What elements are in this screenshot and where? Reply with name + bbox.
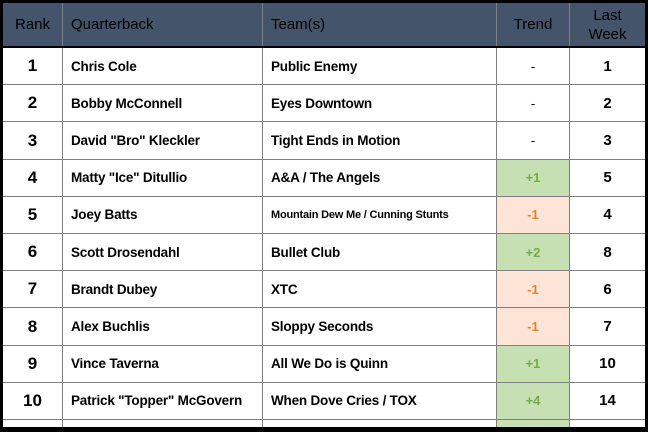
rank-cell: 7 bbox=[3, 271, 63, 308]
rank-cell: 3 bbox=[3, 122, 63, 159]
rank-cell: 1 bbox=[3, 48, 63, 85]
table-row: 3 David "Bro" Kleckler Tight Ends in Mot… bbox=[3, 122, 645, 160]
last-week-cell bbox=[570, 420, 645, 427]
rank-cell: 5 bbox=[3, 196, 63, 234]
quarterback-cell: Matty "Ice" Ditullio bbox=[63, 159, 263, 196]
trend-cell bbox=[497, 420, 570, 427]
teams-cell: Tight Ends in Motion bbox=[263, 122, 497, 159]
last-week-cell: 2 bbox=[603, 94, 612, 112]
last-week-cell: 3 bbox=[603, 132, 612, 149]
teams-cell: Eyes Downtown bbox=[263, 85, 497, 122]
last-week-cell: 10 bbox=[599, 355, 616, 373]
table-row: 6 Scott Drosendahl Bullet Club +2 8 bbox=[3, 234, 645, 272]
teams-cell bbox=[263, 420, 497, 427]
quarterback-cell: Scott Drosendahl bbox=[63, 234, 263, 271]
trend-cell: +2 bbox=[497, 234, 570, 271]
partial-next-row bbox=[3, 420, 645, 427]
table-header-row: Rank Quarterback Team(s) Trend Last Week bbox=[3, 3, 645, 48]
quarterback-cell: David "Bro" Kleckler bbox=[63, 122, 263, 159]
teams-cell: Bullet Club bbox=[263, 234, 497, 271]
rank-cell: 4 bbox=[3, 159, 63, 196]
column-header-rank: Rank bbox=[3, 3, 63, 46]
quarterback-cell: Vince Taverna bbox=[63, 345, 263, 382]
column-header-last-week: Last Week bbox=[588, 6, 627, 43]
trend-cell: +4 bbox=[497, 382, 570, 420]
rank-cell: 8 bbox=[3, 308, 63, 345]
rank-cell bbox=[3, 420, 63, 427]
rank-cell: 6 bbox=[3, 234, 63, 271]
trend-cell: - bbox=[497, 122, 570, 159]
table-row: 9 Vince Taverna All We Do is Quinn +1 10 bbox=[3, 345, 645, 383]
quarterback-cell: Bobby McConnell bbox=[63, 85, 263, 122]
last-week-cell: 1 bbox=[603, 57, 612, 75]
teams-cell: XTC bbox=[263, 271, 497, 308]
last-week-cell: 5 bbox=[603, 169, 612, 187]
column-header-trend: Trend bbox=[497, 3, 570, 46]
table-row: 1 Chris Cole Public Enemy - 1 bbox=[3, 48, 645, 86]
teams-cell: Public Enemy bbox=[263, 48, 497, 85]
teams-cell: Sloppy Seconds bbox=[263, 308, 497, 345]
last-week-cell: 6 bbox=[603, 280, 612, 298]
quarterback-cell: Alex Buchlis bbox=[63, 308, 263, 345]
quarterback-cell: Brandt Dubey bbox=[63, 271, 263, 308]
quarterback-cell: Chris Cole bbox=[63, 48, 263, 85]
trend-cell: - bbox=[497, 48, 570, 85]
column-header-teams: Team(s) bbox=[263, 3, 497, 46]
rank-cell: 10 bbox=[3, 382, 63, 420]
quarterback-cell: Patrick "Topper" McGovern bbox=[63, 382, 263, 420]
last-week-cell: 4 bbox=[603, 206, 612, 224]
trend-cell: +1 bbox=[497, 159, 570, 196]
column-header-quarterback: Quarterback bbox=[63, 3, 263, 46]
table-row: 10 Patrick "Topper" McGovern When Dove C… bbox=[3, 382, 645, 421]
last-week-cell: 7 bbox=[603, 318, 612, 336]
table-row: 2 Bobby McConnell Eyes Downtown - 2 bbox=[3, 85, 645, 123]
trend-cell: -1 bbox=[497, 308, 570, 345]
trend-cell: - bbox=[497, 85, 570, 122]
rank-cell: 2 bbox=[3, 85, 63, 122]
trend-cell: +1 bbox=[497, 345, 570, 382]
table-row: 4 Matty "Ice" Ditullio A&A / The Angels … bbox=[3, 159, 645, 197]
last-week-cell: 14 bbox=[599, 392, 616, 410]
rank-cell: 9 bbox=[3, 345, 63, 382]
table-body: Rank Quarterback Team(s) Trend Last Week… bbox=[3, 3, 645, 427]
teams-cell: All We Do is Quinn bbox=[263, 345, 497, 382]
trend-cell: -1 bbox=[497, 196, 570, 234]
teams-cell: A&A / The Angels bbox=[263, 159, 497, 196]
quarterback-cell: Joey Batts bbox=[63, 196, 263, 234]
table-row: 8 Alex Buchlis Sloppy Seconds -1 7 bbox=[3, 308, 645, 346]
table-row: 5 Joey Batts Mountain Dew Me / Cunning S… bbox=[3, 196, 645, 235]
quarterback-cell bbox=[63, 420, 263, 427]
teams-cell: When Dove Cries / TOX bbox=[263, 382, 497, 420]
last-week-cell: 8 bbox=[603, 243, 612, 261]
trend-cell: -1 bbox=[497, 271, 570, 308]
table-row: 7 Brandt Dubey XTC -1 6 bbox=[3, 271, 645, 309]
teams-cell: Mountain Dew Me / Cunning Stunts bbox=[263, 196, 497, 234]
